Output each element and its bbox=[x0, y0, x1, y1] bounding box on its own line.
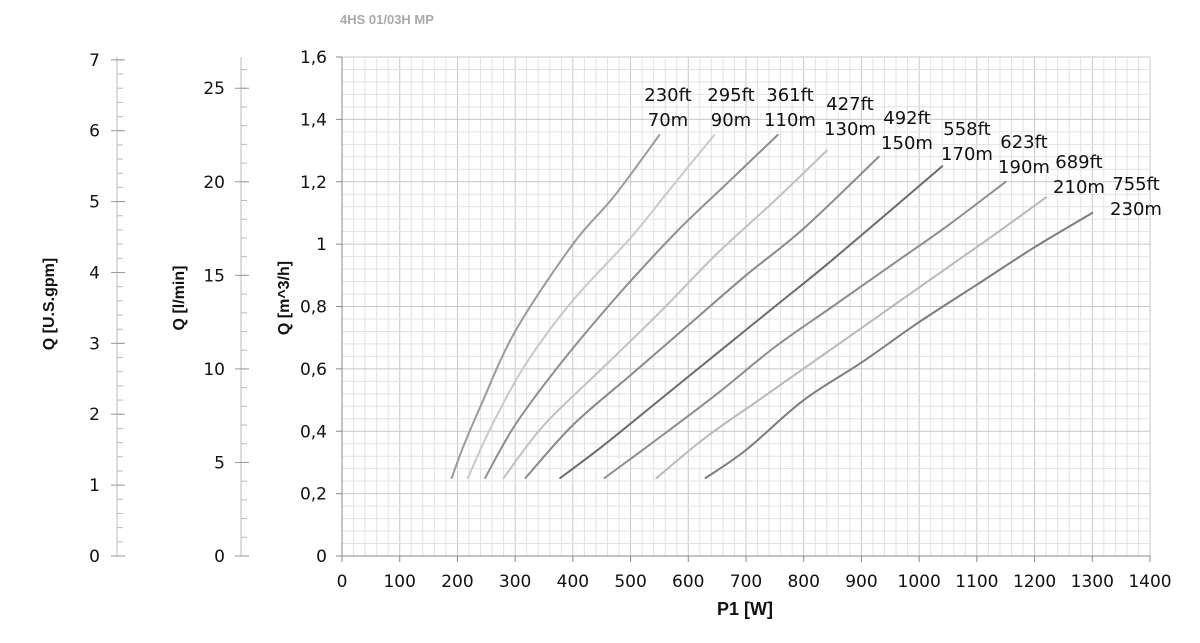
curve-label-ft: 361ft bbox=[766, 85, 813, 106]
y-tick-label: 0,8 bbox=[300, 298, 327, 318]
curve-label-m: 70m bbox=[648, 110, 688, 131]
curve-label-ft: 689ft bbox=[1055, 152, 1102, 173]
y-tick-label: 1,6 bbox=[300, 48, 327, 68]
secondary-tick-label: 0 bbox=[214, 547, 225, 567]
secondary-tick-label: 6 bbox=[89, 122, 100, 142]
y-tick-label: 1,4 bbox=[300, 110, 327, 130]
y-axis-title-m3h: Q [m^3/h] bbox=[276, 261, 293, 335]
curve-label-ft: 427ft bbox=[826, 94, 873, 115]
y-tick-label: 0,2 bbox=[300, 485, 327, 505]
curve-label-m: 130m bbox=[824, 119, 876, 140]
series-line bbox=[466, 134, 716, 479]
y-tick-label: 0,4 bbox=[300, 422, 327, 442]
x-tick-label: 800 bbox=[787, 572, 819, 592]
secondary-tick-label: 20 bbox=[203, 173, 225, 193]
series-line bbox=[655, 196, 1048, 479]
secondary-tick-label: 10 bbox=[203, 360, 225, 380]
secondary-tick-label: 3 bbox=[89, 334, 100, 354]
secondary-tick-label: 7 bbox=[89, 51, 100, 71]
curve-label-ft: 755ft bbox=[1112, 174, 1159, 195]
x-tick-label: 1200 bbox=[1013, 572, 1056, 592]
x-tick-label: 1000 bbox=[898, 572, 941, 592]
y-tick-label: 0,6 bbox=[300, 360, 327, 380]
curve-label-ft: 558ft bbox=[943, 119, 990, 140]
y-tick-label: 0 bbox=[316, 547, 327, 567]
curve-label-m: 210m bbox=[1053, 177, 1105, 198]
curve-label-ft: 492ft bbox=[883, 108, 930, 129]
secondary-tick-label: 1 bbox=[89, 476, 100, 496]
y-axis-title-lmin: Q [l/min] bbox=[171, 266, 188, 331]
curve-label-m: 170m bbox=[941, 144, 993, 165]
x-tick-label: 700 bbox=[730, 572, 762, 592]
series-line bbox=[502, 149, 828, 479]
curve-label-m: 150m bbox=[881, 133, 933, 154]
series-line bbox=[450, 134, 661, 479]
secondary-tick-label: 15 bbox=[203, 266, 225, 286]
x-tick-label: 1300 bbox=[1071, 572, 1114, 592]
series-line bbox=[524, 155, 880, 479]
curve-label-m: 110m bbox=[764, 110, 816, 131]
y-tick-label: 1 bbox=[316, 235, 327, 255]
x-axis-title: P1 [W] bbox=[717, 599, 773, 619]
chart-title: 4HS 01/03H MP bbox=[340, 12, 434, 27]
y-tick-label: 1,2 bbox=[300, 173, 327, 193]
secondary-tick-label: 25 bbox=[203, 79, 225, 99]
x-tick-label: 1400 bbox=[1128, 572, 1171, 592]
label-layer: 230ft 70m 295ft 90m 361ft 110m 427ft 130m 492ft 1… bbox=[644, 85, 1162, 220]
x-tick-label: 600 bbox=[672, 572, 704, 592]
series-line bbox=[603, 180, 1007, 479]
y-axis-title-gpm: Q [U.S.gpm] bbox=[41, 258, 58, 350]
series-line bbox=[704, 211, 1094, 479]
series-layer bbox=[450, 134, 1094, 479]
curve-label-m: 190m bbox=[998, 157, 1050, 178]
curve-label-ft: 295ft bbox=[707, 85, 754, 106]
curve-label-m: 230m bbox=[1110, 199, 1162, 220]
x-tick-label: 1100 bbox=[955, 572, 998, 592]
secondary-tick-label: 0 bbox=[89, 547, 100, 567]
secondary-tick-label: 2 bbox=[89, 405, 100, 425]
x-tick-label: 100 bbox=[383, 572, 415, 592]
secondary-tick-label: 4 bbox=[89, 263, 100, 283]
series-line bbox=[559, 165, 944, 479]
x-tick-label: 0 bbox=[337, 572, 348, 592]
grid-layer bbox=[341, 56, 1151, 557]
x-tick-label: 500 bbox=[614, 572, 646, 592]
x-tick-label: 900 bbox=[845, 572, 877, 592]
curve-label-ft: 623ft bbox=[1000, 132, 1047, 153]
x-tick-label: 200 bbox=[441, 572, 473, 592]
x-tick-label: 300 bbox=[499, 572, 531, 592]
secondary-tick-label: 5 bbox=[214, 453, 225, 473]
axis-layer: 0 100 200 300 400 500 600 700 800 900 1000 1100 1200… bbox=[89, 48, 1171, 592]
curve-label-ft: 230ft bbox=[644, 85, 691, 106]
secondary-tick-label: 5 bbox=[89, 193, 100, 213]
series-line bbox=[484, 134, 779, 479]
x-tick-label: 400 bbox=[557, 572, 589, 592]
curve-label-m: 90m bbox=[711, 110, 751, 131]
